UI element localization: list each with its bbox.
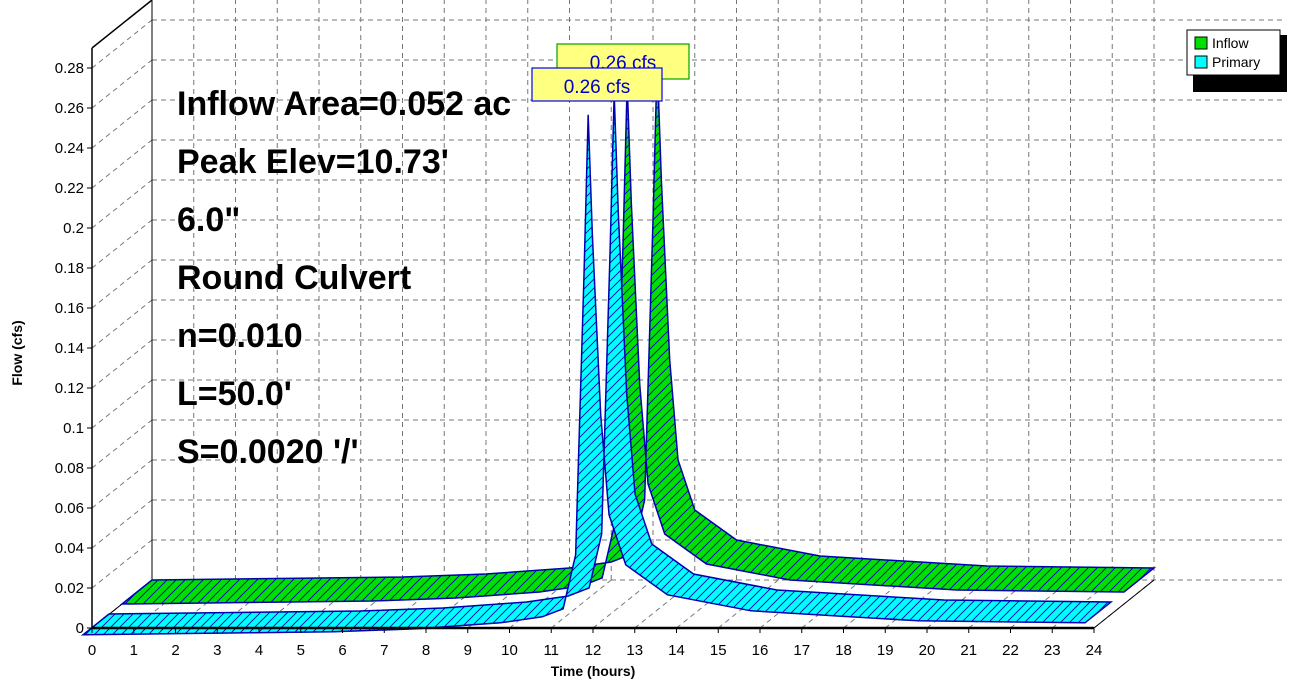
x-tick-label: 17 [793, 642, 810, 659]
legend-label-inflow: Inflow [1212, 35, 1249, 51]
x-tick-label: 10 [501, 642, 518, 659]
x-tick-label: 6 [338, 642, 346, 659]
x-tick-label: 9 [464, 642, 472, 659]
y-tick-label: 0.08 [55, 460, 84, 477]
x-tick-label: 23 [1044, 642, 1061, 659]
y-tick-label: 0.04 [55, 540, 84, 557]
x-tick-label: 24 [1086, 642, 1103, 659]
info-line: L=50.0' [177, 375, 292, 413]
legend-swatch-primary [1194, 55, 1208, 69]
x-tick-label: 21 [960, 642, 977, 659]
x-axis-title: Time (hours) [551, 663, 636, 679]
x-tick-label: 0 [88, 642, 96, 659]
info-line: 6.0" [177, 201, 240, 239]
axes: 0 1 2 3 4 5 6 7 8 9 10 11 12 13 14 15 16 17 18 19 20 21 22 23 24… [9, 48, 1102, 679]
series-layer [80, 59, 1157, 636]
x-tick-label: 22 [1002, 642, 1019, 659]
info-line: Round Culvert [177, 259, 411, 297]
legend: Inflow Primary [1186, 29, 1287, 92]
x-tick-label: 14 [668, 642, 685, 659]
x-tick-label: 19 [877, 642, 894, 659]
x-tick-label: 15 [710, 642, 727, 659]
y-axis-title: Flow (cfs) [9, 320, 25, 385]
x-tick-label: 4 [255, 642, 263, 659]
info-line: S=0.0020 '/' [177, 433, 359, 471]
x-tick-label: 16 [752, 642, 769, 659]
x-tick-label: 8 [422, 642, 430, 659]
y-tick-label: 0 [76, 620, 84, 637]
info-line: n=0.010 [177, 317, 303, 355]
y-tick-label: 0.18 [55, 260, 84, 277]
y-tick-label: 0.22 [55, 180, 84, 197]
info-line: Inflow Area=0.052 ac [177, 85, 511, 123]
y-tick-label: 0.1 [63, 420, 84, 437]
x-tick-label: 7 [380, 642, 388, 659]
series-primary-ribbon [80, 93, 1114, 636]
x-tick-label: 5 [297, 642, 305, 659]
y-tick-label: 0.26 [55, 100, 84, 117]
y-tick-label: 0.28 [55, 60, 84, 77]
x-tick-label: 3 [213, 642, 221, 659]
legend-label-primary: Primary [1212, 54, 1260, 70]
x-tick-label: 12 [585, 642, 602, 659]
peak-label-box [531, 67, 663, 102]
legend-swatch-inflow [1194, 36, 1208, 50]
info-line: Peak Elev=10.73' [177, 143, 449, 181]
y-tick-label: 0.02 [55, 580, 84, 597]
y-tick-label: 0.14 [55, 340, 84, 357]
y-tick-label: 0.06 [55, 500, 84, 517]
x-tick-label: 13 [626, 642, 643, 659]
y-tick-label: 0.16 [55, 300, 84, 317]
x-tick-label: 20 [919, 642, 936, 659]
x-tick-label: 1 [130, 642, 138, 659]
y-tick-label: 0.12 [55, 380, 84, 397]
info-box: Inflow Area=0.052 ac Peak Elev=10.73' 6.0"… [177, 85, 511, 471]
peak-label-primary: 0.26 cfs [564, 77, 631, 98]
x-tick-label: 11 [543, 642, 559, 659]
y-tick-label: 0.2 [63, 220, 84, 237]
y-tick-label: 0.24 [55, 140, 84, 157]
x-tick-label: 18 [835, 642, 852, 659]
x-tick-label: 2 [171, 642, 179, 659]
